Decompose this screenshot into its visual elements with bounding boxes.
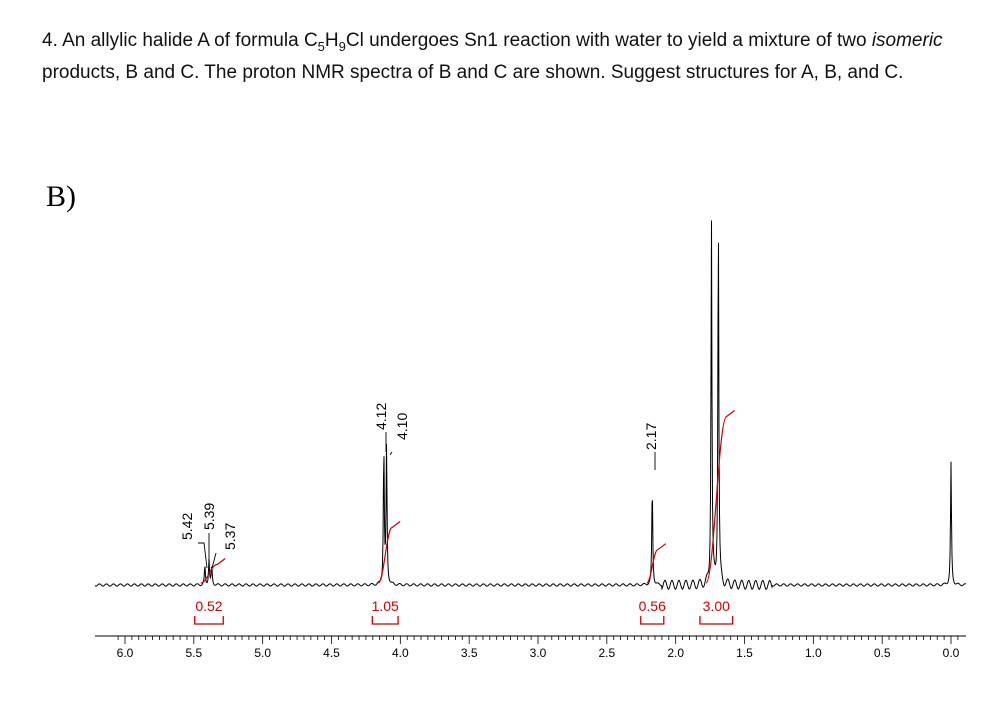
integral-bracket xyxy=(640,616,665,625)
question-part4: products, B and C. The proton NMR spectr… xyxy=(42,61,904,83)
x-tick-label: 3.5 xyxy=(461,646,478,660)
x-tick-label: 3.0 xyxy=(530,646,547,660)
peak-leader-line xyxy=(389,451,393,456)
x-tick-label: 2.0 xyxy=(667,646,684,660)
integral-value-label: 0.56 xyxy=(639,598,666,614)
peak-shift-label: 5.42 xyxy=(179,513,195,540)
x-tick-label: 2.5 xyxy=(598,646,615,660)
x-tick-label: 0.0 xyxy=(943,646,960,660)
question-part2: H xyxy=(324,30,339,51)
question-part1: An allylic halide A of formula C xyxy=(62,30,318,51)
x-tick-label: 6.0 xyxy=(117,646,134,660)
question-italic: isomeric xyxy=(871,30,943,51)
question-part3: Cl undergoes Sn1 reaction with water to … xyxy=(345,30,867,51)
peak-shift-label: 5.39 xyxy=(201,503,217,530)
x-tick-label: 1.5 xyxy=(736,646,753,660)
integral-curve xyxy=(377,521,401,584)
panel-label: B) xyxy=(46,180,76,213)
integral-curve xyxy=(705,410,735,584)
subscript-5: 5 xyxy=(317,38,325,54)
x-tick-label: 0.5 xyxy=(874,646,891,660)
peak-leader-line xyxy=(198,542,208,569)
integral-value-label: 3.00 xyxy=(703,598,730,614)
integral-value-label: 0.52 xyxy=(195,598,222,614)
peak-shift-label: 4.12 xyxy=(373,403,389,430)
integral-bracket xyxy=(194,616,224,625)
question-text: 4. An allylic halide A of formula C5H9Cl… xyxy=(42,28,962,86)
integral-value-label: 1.05 xyxy=(372,598,399,614)
peak-leader-line xyxy=(211,552,217,569)
x-tick-label: 1.0 xyxy=(805,646,822,660)
integral-bracket xyxy=(699,616,734,625)
integral-curve xyxy=(200,558,226,584)
integral-curve xyxy=(646,543,667,584)
x-tick-label: 4.0 xyxy=(392,646,409,660)
spectrum-trace xyxy=(94,220,967,591)
x-tick-label: 5.0 xyxy=(254,646,271,660)
peak-shift-label: 2.17 xyxy=(643,423,659,450)
peak-shift-label: 5.37 xyxy=(222,523,238,550)
x-tick-label: 4.5 xyxy=(323,646,340,660)
x-tick-label: 5.5 xyxy=(185,646,202,660)
question-number: 4. xyxy=(42,30,58,51)
peak-shift-label: 4.10 xyxy=(394,413,410,440)
integral-bracket xyxy=(371,616,399,625)
subscript-9: 9 xyxy=(338,38,346,54)
